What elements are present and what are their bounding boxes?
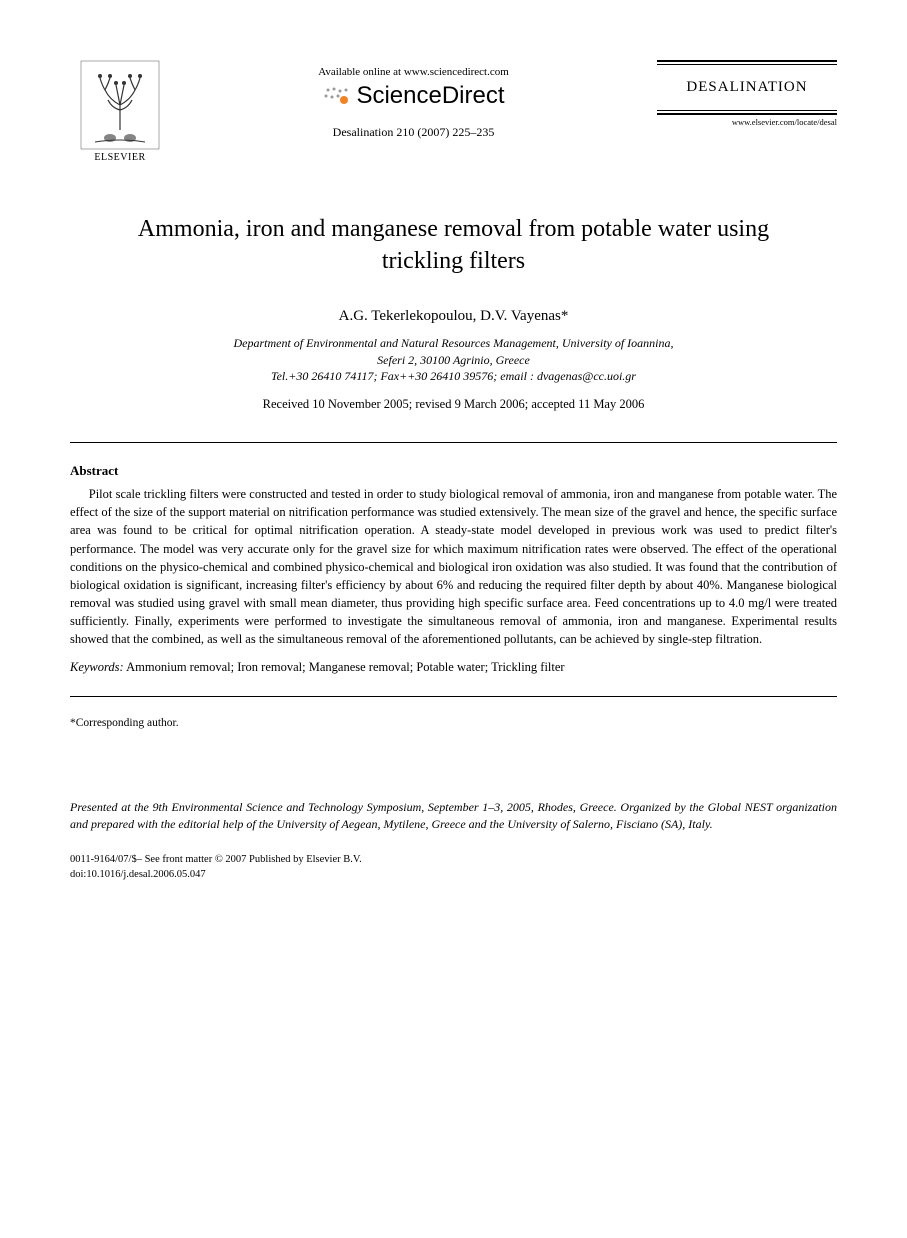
authors: A.G. Tekerlekopoulou, D.V. Vayenas*	[70, 308, 837, 325]
sciencedirect-text: ScienceDirect	[356, 82, 504, 110]
footer: 0011-9164/07/$– See front matter © 2007 …	[70, 853, 837, 882]
journal-block: DESALINATION www.elsevier.com/locate/des…	[657, 60, 837, 127]
affiliation-line-1: Department of Environmental and Natural …	[70, 335, 837, 352]
keywords-text: Ammonium removal; Iron removal; Manganes…	[124, 660, 565, 674]
doi-line: doi:10.1016/j.desal.2006.05.047	[70, 868, 837, 883]
issn-line: 0011-9164/07/$– See front matter © 2007 …	[70, 853, 837, 868]
abstract-heading: Abstract	[70, 463, 837, 479]
article-dates: Received 10 November 2005; revised 9 Mar…	[70, 397, 837, 412]
journal-bottom-rule-2	[657, 113, 837, 115]
keywords-label: Keywords:	[70, 660, 124, 674]
center-header-block: Available online at www.sciencedirect.co…	[170, 60, 657, 140]
journal-top-rule-1	[657, 60, 837, 62]
citation-text: Desalination 210 (2007) 225–235	[170, 125, 657, 140]
sciencedirect-logo: ScienceDirect	[322, 82, 504, 110]
elsevier-tree-icon	[80, 60, 160, 150]
affiliation-line-3: Tel.+30 26410 74117; Fax++30 26410 39576…	[70, 368, 837, 385]
publisher-name: ELSEVIER	[94, 152, 145, 163]
sciencedirect-dots-icon	[322, 86, 350, 106]
publisher-logo-block: ELSEVIER	[70, 60, 170, 163]
keywords-line: Keywords: Ammonium removal; Iron removal…	[70, 658, 837, 676]
header-row: ELSEVIER Available online at www.science…	[70, 60, 837, 163]
affiliation-line-2: Seferi 2, 30100 Agrinio, Greece	[70, 352, 837, 369]
article-title: Ammonia, iron and manganese removal from…	[110, 213, 797, 278]
divider-bottom	[70, 696, 837, 697]
available-online-text: Available online at www.sciencedirect.co…	[170, 66, 657, 78]
affiliation: Department of Environmental and Natural …	[70, 335, 837, 385]
presented-note: Presented at the 9th Environmental Scien…	[70, 799, 837, 833]
abstract-body: Pilot scale trickling filters were const…	[70, 485, 837, 648]
divider-top	[70, 442, 837, 443]
journal-url: www.elsevier.com/locate/desal	[657, 117, 837, 127]
journal-bottom-rule-1	[657, 110, 837, 111]
corresponding-author-note: *Corresponding author.	[70, 717, 837, 729]
journal-title: DESALINATION	[657, 65, 837, 110]
